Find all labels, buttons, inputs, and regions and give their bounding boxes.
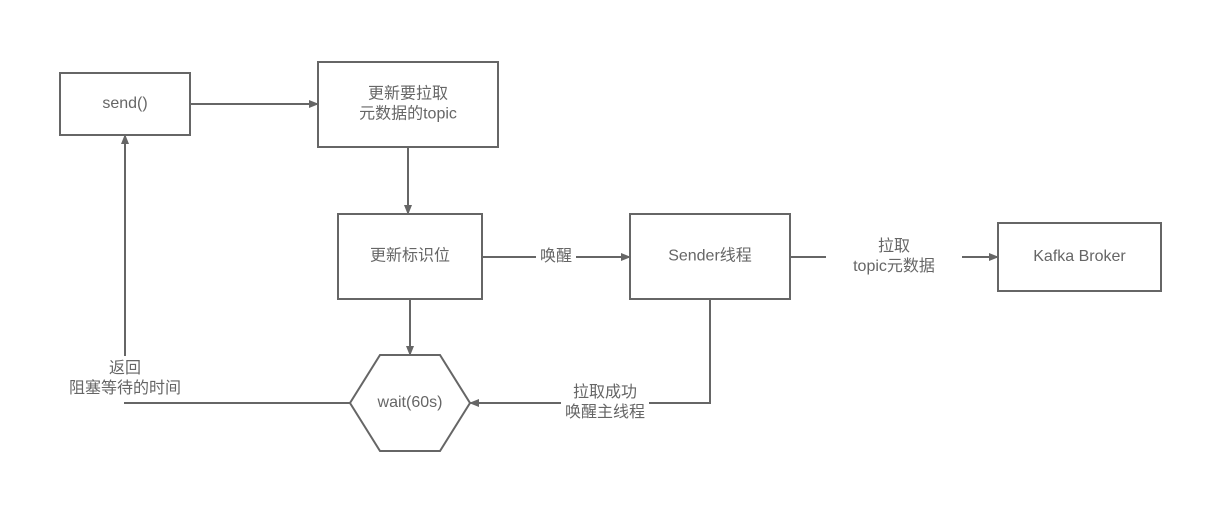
node-update_flag: 更新标识位 [338, 214, 482, 299]
edge-label-2: 唤醒 [540, 247, 572, 265]
node-label-wait: wait(60s) [377, 394, 443, 411]
node-rect-update_topic [318, 62, 498, 147]
node-send: send() [60, 73, 190, 135]
node-label-send: send() [102, 95, 147, 112]
node-kafka_broker: Kafka Broker [998, 223, 1161, 291]
flowchart-canvas: send() 更新要拉取元数据的topic 更新标识位 Sender线程 Kafka B… [0, 0, 1211, 528]
node-label-sender_thread: Sender线程 [668, 247, 752, 265]
node-update_topic: 更新要拉取元数据的topic [318, 62, 498, 147]
node-label-update_flag: 更新标识位 [370, 247, 450, 265]
node-label-kafka_broker: Kafka Broker [1033, 248, 1126, 265]
node-sender_thread: Sender线程 [630, 214, 790, 299]
node-wait: wait(60s) [350, 355, 470, 451]
